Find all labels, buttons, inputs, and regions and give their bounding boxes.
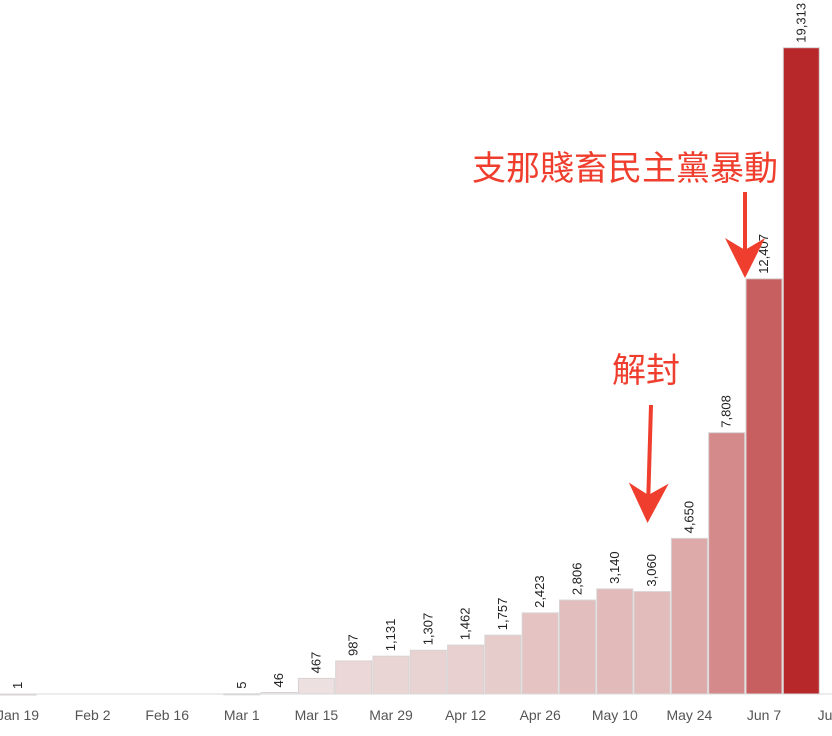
bar-may-31 <box>708 432 746 695</box>
data-label: 2,423 <box>532 575 547 608</box>
bar-mar-22 <box>335 660 373 695</box>
annotation-riot-label: 支那賤畜民主黨暴動 <box>472 149 778 189</box>
bar-apr-5 <box>409 649 447 695</box>
data-label: 1 <box>10 682 25 689</box>
data-label: 1,131 <box>383 619 398 652</box>
x-axis-ticks: Jan 19 Feb 2 Feb 16 Mar 1 Mar 15 Mar 29 Apr 12… <box>0 707 832 723</box>
bar-may-24 <box>670 537 708 695</box>
x-tick-label: Apr 26 <box>520 707 561 723</box>
x-tick-label: Mar 15 <box>295 707 339 723</box>
x-tick-label: Mar 29 <box>369 707 413 723</box>
data-label: 3,140 <box>607 551 622 584</box>
bar-apr-26 <box>521 612 559 695</box>
data-label: 1,757 <box>495 598 510 631</box>
data-label: 987 <box>346 634 361 656</box>
data-label: 2,806 <box>570 563 585 596</box>
annotation-reopen-label: 解封 <box>612 351 680 391</box>
annotation-reopen-arrow <box>628 404 669 523</box>
bar-may-17 <box>633 591 671 695</box>
bars-group <box>0 47 820 696</box>
bar-mar-29 <box>372 655 410 695</box>
data-label: 467 <box>308 652 323 674</box>
bar-may-3 <box>559 599 596 695</box>
x-tick-label: Feb 2 <box>75 707 111 723</box>
bar-apr-12 <box>447 644 485 695</box>
bar-jun-14 <box>782 47 820 695</box>
bar-jun-7 <box>745 278 783 695</box>
x-tick-label: Jun 21 <box>818 707 832 723</box>
data-label: 12,407 <box>756 234 771 274</box>
bar-apr-19 <box>484 634 522 695</box>
data-label: 1,462 <box>458 608 473 641</box>
data-label: 7,808 <box>719 395 734 428</box>
data-labels-group: 1 5 46 467 987 1,131 1,307 1,462 1,757 2,423 2,806… <box>10 3 808 689</box>
bar-mar-15 <box>297 677 335 695</box>
data-label: 5 <box>234 682 249 689</box>
data-label: 19,313 <box>793 3 808 43</box>
bar-may-10 <box>596 588 634 695</box>
x-tick-label: Jun 7 <box>747 707 781 723</box>
x-tick-label: Feb 16 <box>145 707 189 723</box>
data-label: 46 <box>271 673 286 687</box>
data-label: 1,307 <box>420 613 435 646</box>
x-tick-label: May 24 <box>666 707 712 723</box>
data-label: 3,060 <box>644 554 659 587</box>
x-tick-label: Mar 1 <box>224 707 260 723</box>
x-tick-label: Apr 12 <box>445 707 486 723</box>
data-label: 4,650 <box>681 501 696 534</box>
x-tick-label: Jan 19 <box>0 707 39 723</box>
x-tick-label: May 10 <box>592 707 638 723</box>
